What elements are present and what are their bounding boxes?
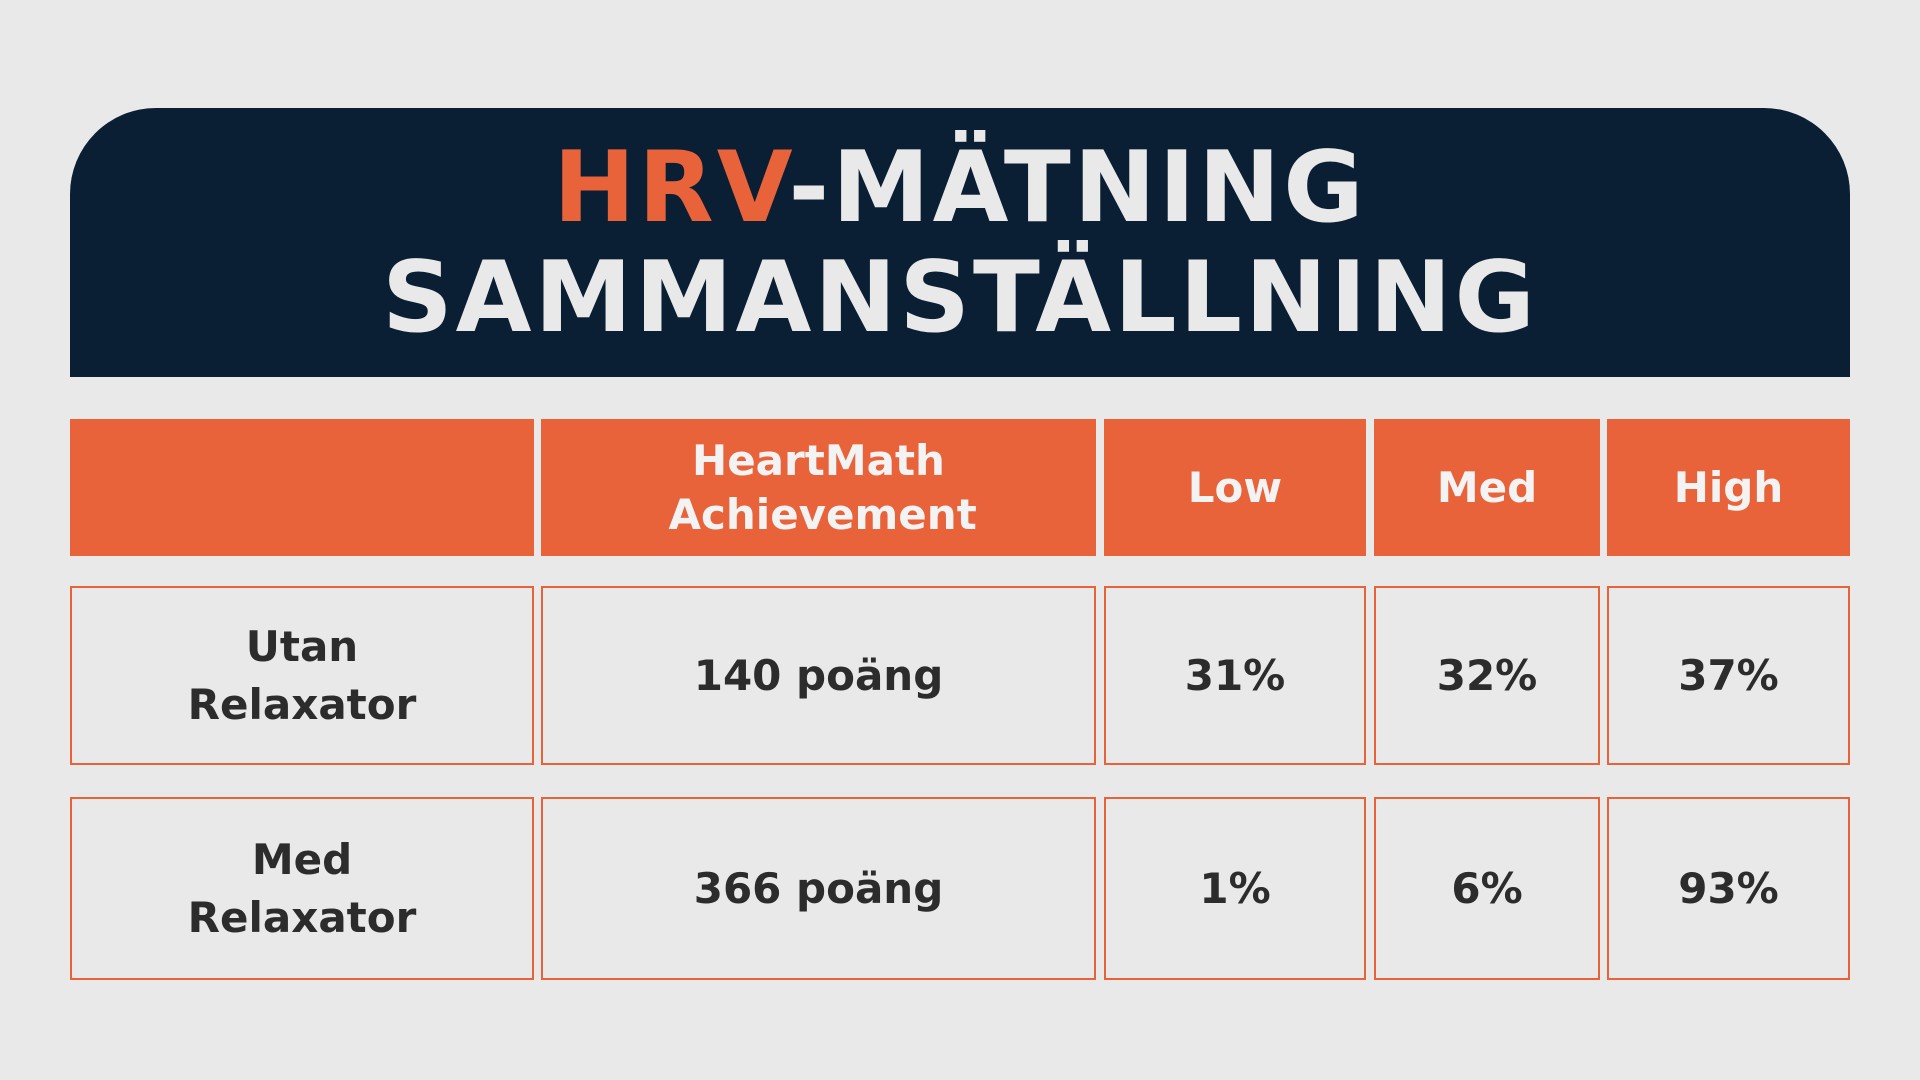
row-label-cell: Med Relaxator [70, 797, 534, 980]
header-cell-empty [70, 419, 534, 556]
header-cell-high: High [1607, 419, 1850, 556]
title-banner: HRV-MÄTNING SAMMANSTÄLLNING [70, 108, 1850, 377]
row-label: Med Relaxator [187, 834, 417, 942]
high-cell: 37% [1607, 586, 1850, 765]
header-achievement-label: HeartMath Achievement [668, 435, 977, 539]
achievement-cell: 366 poäng [541, 797, 1096, 980]
med-cell: 32% [1374, 586, 1600, 765]
header-cell-low: Low [1104, 419, 1366, 556]
title-accent: HRV [553, 130, 789, 245]
med-cell: 6% [1374, 797, 1600, 980]
row-label: Utan Relaxator [187, 621, 417, 729]
header-cell-med: Med [1374, 419, 1600, 556]
low-cell: 31% [1104, 586, 1366, 765]
achievement-cell: 140 poäng [541, 586, 1096, 765]
low-cell: 1% [1104, 797, 1366, 980]
row-label-cell: Utan Relaxator [70, 586, 534, 765]
high-cell: 93% [1607, 797, 1850, 980]
header-cell-achievement: HeartMath Achievement [541, 419, 1096, 556]
title-rest: -MÄTNING [788, 130, 1367, 245]
title-line-1: HRV-MÄTNING [553, 133, 1366, 243]
title-line-2: SAMMANSTÄLLNING [382, 240, 1538, 355]
